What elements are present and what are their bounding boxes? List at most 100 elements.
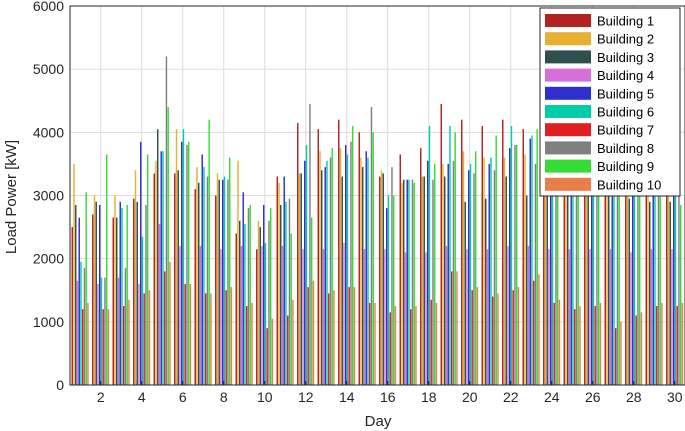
bar-building-7-day-16 [389, 312, 391, 385]
bar-building-1-day-22 [502, 119, 504, 385]
bar-building-8-day-28 [637, 179, 639, 385]
bar-building-6-day-2 [100, 277, 103, 385]
legend-label: Building 7 [597, 123, 654, 138]
bar-building-8-day-27 [616, 176, 619, 385]
bar-building-5-day-1 [78, 217, 80, 385]
bar-building-7-day-7 [204, 293, 207, 385]
bar-building-2-day-7 [196, 167, 198, 385]
bar-building-2-day-10 [257, 220, 260, 385]
bar-building-5-day-11 [283, 176, 285, 385]
bar-series [71, 56, 684, 386]
bar-building-9-day-3 [126, 204, 128, 385]
x-tick-label: 10 [257, 389, 273, 405]
bar-building-6-day-8 [223, 176, 226, 385]
bar-building-9-day-29 [659, 151, 661, 385]
legend-swatch [545, 141, 591, 155]
bar-building-8-day-13 [329, 157, 332, 385]
bar-building-4-day-12 [302, 249, 304, 385]
bar-building-3-day-12 [300, 173, 302, 385]
bar-building-7-day-22 [512, 290, 514, 385]
bar-building-4-day-30 [671, 249, 673, 385]
bar-building-6-day-30 [674, 163, 677, 385]
x-tick-label: 12 [298, 389, 314, 405]
bar-building-4-day-24 [548, 249, 550, 385]
bar-building-9-day-12 [310, 217, 313, 385]
bar-building-5-day-25 [570, 151, 572, 385]
bar-building-8-day-5 [165, 56, 168, 385]
y-tick-label: 3000 [33, 188, 64, 204]
legend-swatch [545, 50, 591, 64]
legend-swatch [545, 68, 591, 82]
bar-building-2-day-14 [339, 148, 342, 386]
bar-building-7-day-13 [327, 293, 330, 385]
legend-label: Building 6 [597, 105, 654, 120]
bar-building-10-day-17 [415, 306, 417, 385]
bar-building-9-day-15 [372, 132, 374, 385]
bar-building-9-day-22 [515, 144, 518, 385]
bar-building-5-day-15 [365, 151, 367, 385]
bar-building-1-day-25 [563, 163, 565, 385]
y-axis-ticks: 0 1000 2000 3000 4000 5000 6000 [33, 0, 64, 393]
bar-building-9-day-14 [351, 126, 354, 386]
bar-building-9-day-25 [577, 138, 579, 385]
bar-building-7-day-27 [614, 328, 617, 385]
bar-building-8-day-11 [288, 198, 291, 385]
x-axis-ticks: 2 4 6 8 10 12 14 16 18 20 22 24 26 28 30 [97, 381, 683, 405]
bar-building-5-day-3 [119, 201, 121, 385]
bar-building-8-day-23 [534, 163, 537, 385]
bar-building-6-day-16 [387, 195, 390, 385]
bar-building-8-day-10 [268, 220, 270, 385]
bar-building-1-day-21 [481, 126, 483, 386]
bar-building-6-day-1 [80, 261, 82, 385]
bar-building-10-day-27 [620, 321, 622, 385]
bar-building-10-day-29 [661, 302, 663, 385]
bar-building-7-day-18 [430, 299, 432, 385]
bar-building-3-day-22 [505, 176, 507, 385]
bar-building-9-day-21 [495, 135, 497, 385]
bar-building-1-day-18 [420, 148, 422, 386]
x-tick-label: 22 [503, 389, 519, 405]
bar-building-10-day-25 [579, 306, 581, 385]
bar-building-6-day-28 [633, 148, 636, 386]
bar-building-2-day-6 [175, 129, 178, 385]
bar-building-8-day-22 [514, 144, 516, 385]
bar-building-3-day-17 [403, 179, 405, 385]
bar-building-8-day-3 [124, 268, 127, 385]
bar-building-8-day-24 [555, 167, 557, 385]
bar-building-1-day-30 [666, 176, 668, 385]
legend-label: Building 10 [597, 177, 661, 192]
bar-building-10-day-24 [558, 299, 561, 385]
bar-building-10-day-8 [230, 287, 233, 385]
bar-building-6-day-25 [572, 163, 574, 385]
bar-building-4-day-11 [281, 246, 284, 385]
bar-building-5-day-17 [406, 179, 408, 385]
bar-building-10-day-20 [476, 287, 479, 385]
bar-building-8-day-20 [473, 173, 475, 385]
bar-building-6-day-19 [449, 126, 451, 386]
bar-building-10-day-30 [681, 302, 684, 385]
bar-building-10-day-18 [435, 302, 438, 385]
bar-building-8-day-21 [493, 170, 496, 385]
bar-building-2-day-21 [483, 157, 485, 385]
bar-building-4-day-17 [404, 252, 407, 385]
bar-building-4-day-2 [97, 283, 99, 385]
bar-building-9-day-4 [146, 154, 149, 385]
bar-building-3-day-1 [75, 204, 77, 385]
legend-swatch [545, 32, 591, 46]
bar-building-2-day-18 [421, 176, 424, 385]
bar-building-8-day-1 [83, 268, 86, 385]
bar-building-4-day-15 [363, 249, 366, 385]
bar-building-10-day-21 [497, 293, 499, 385]
bar-building-6-day-3 [121, 208, 123, 385]
legend-label: Building 8 [597, 141, 654, 156]
bar-building-3-day-8 [218, 179, 220, 385]
x-tick-label: 18 [421, 389, 437, 405]
bar-building-2-day-17 [401, 182, 403, 385]
bar-building-7-day-17 [409, 309, 412, 385]
bar-building-5-day-13 [324, 167, 326, 385]
bar-building-2-day-22 [503, 157, 506, 385]
bar-building-10-day-26 [599, 302, 602, 385]
bar-building-7-day-26 [594, 306, 596, 385]
bar-building-7-day-10 [266, 328, 268, 385]
bar-building-1-day-28 [625, 144, 627, 385]
